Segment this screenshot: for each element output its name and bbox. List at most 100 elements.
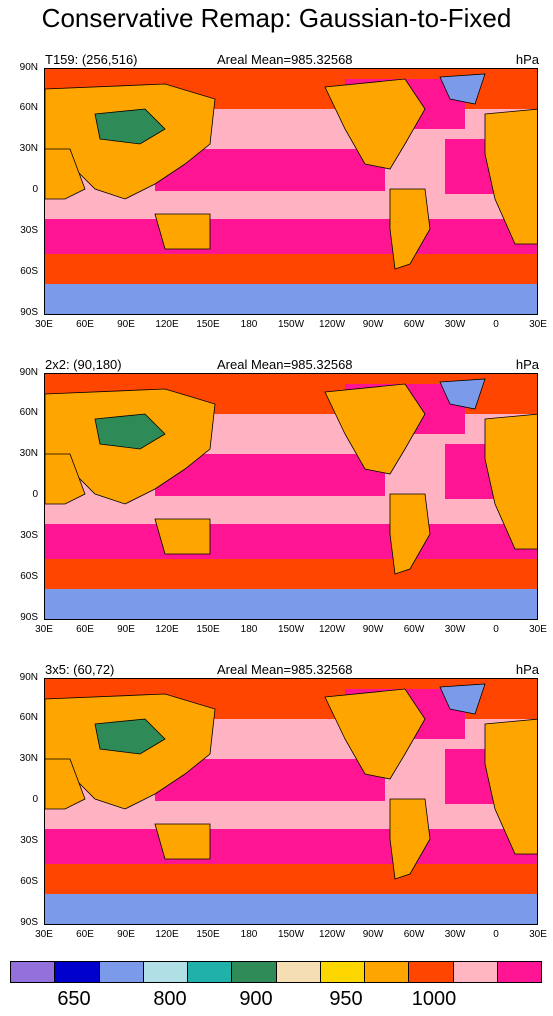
- southern-subtropical-band: [45, 829, 537, 864]
- colorbar-label: 950: [329, 988, 363, 1010]
- greenland: [439, 378, 486, 410]
- lat-tick-label: 90S: [20, 612, 38, 623]
- colorbar-swatch: [276, 962, 321, 982]
- lon-tick-label: 30W: [444, 929, 466, 940]
- lat-tick-label: 0: [32, 184, 38, 195]
- lat-tick-label: 30S: [20, 225, 38, 236]
- lon-tick-label: 30E: [529, 929, 547, 940]
- lon-tick-label: 120E: [155, 929, 179, 940]
- australia: [154, 518, 211, 555]
- lat-tick-label: 60N: [19, 712, 38, 723]
- south-america: [389, 798, 431, 880]
- africa: [484, 108, 537, 245]
- lon-tick-label: 30E: [35, 319, 53, 330]
- lon-tick-label: 60W: [403, 319, 425, 330]
- colorbar-swatch: [188, 962, 233, 982]
- antarctica: [45, 894, 537, 924]
- australia: [154, 213, 211, 250]
- colorbar-label: 800: [153, 988, 187, 1010]
- units-label: hPa: [515, 662, 539, 677]
- lon-tick-label: 30W: [444, 319, 466, 330]
- southern-ocean-low: [45, 864, 537, 894]
- colorbar-swatch: [99, 962, 144, 982]
- north-america: [324, 688, 426, 780]
- antarctica: [45, 589, 537, 619]
- tibetan-plateau: [94, 108, 166, 145]
- lon-tick-label: 30E: [529, 319, 547, 330]
- lon-tick-label: 0: [493, 929, 499, 940]
- lon-tick-label: 120W: [318, 319, 346, 330]
- middle-east: [45, 758, 86, 810]
- lat-tick-label: 90N: [19, 62, 38, 73]
- grid-label: T159: (256,516): [45, 52, 138, 67]
- north-america: [324, 383, 426, 475]
- colorbar-swatch: [409, 962, 454, 982]
- map-panel-2: 2x2: (90,180) Areal Mean=985.32568 hPa 90N 6…: [0, 357, 553, 639]
- africa: [484, 413, 537, 550]
- grid-label: 2x2: (90,180): [45, 357, 122, 372]
- colorbar-swatch: [365, 962, 410, 982]
- lat-tick-label: 0: [32, 794, 38, 805]
- lat-tick-label: 30S: [20, 835, 38, 846]
- lon-tick-label: 180: [240, 624, 258, 635]
- lon-tick-label: 120W: [318, 929, 346, 940]
- lon-tick-label: 150W: [277, 929, 305, 940]
- lat-tick-label: 60N: [19, 407, 38, 418]
- lon-tick-label: 180: [240, 319, 258, 330]
- tibetan-plateau: [94, 718, 166, 755]
- colorbar-label: 650: [57, 988, 91, 1010]
- lon-tick-label: 150E: [196, 624, 220, 635]
- lon-tick-label: 90W: [362, 319, 384, 330]
- lat-tick-label: 30S: [20, 530, 38, 541]
- colorbar-label: 900: [239, 988, 273, 1010]
- lon-tick-label: 150W: [277, 624, 305, 635]
- north-america: [324, 78, 426, 170]
- southern-ocean-low: [45, 254, 537, 284]
- lon-tick-label: 30E: [35, 929, 53, 940]
- lon-tick-label: 0: [493, 624, 499, 635]
- grid-label: 3x5: (60,72): [45, 662, 115, 677]
- antarctica: [45, 284, 537, 314]
- map-plot: [44, 678, 538, 925]
- lat-tick-label: 60S: [20, 876, 38, 887]
- map-field: [45, 679, 537, 924]
- lat-tick-label: 90N: [19, 367, 38, 378]
- lat-tick-label: 60S: [20, 571, 38, 582]
- map-panel-3: 3x5: (60,72) Areal Mean=985.32568 hPa 90N 60…: [0, 662, 553, 944]
- colorbar-label: 1000: [411, 988, 457, 1010]
- colorbar-swatch: [453, 962, 498, 982]
- lon-tick-label: 30E: [529, 624, 547, 635]
- lon-tick-label: 0: [493, 319, 499, 330]
- lon-tick-label: 120E: [155, 624, 179, 635]
- lon-tick-label: 120W: [318, 624, 346, 635]
- map-panel-1: T159: (256,516) Areal Mean=985.32568 hPa 90…: [0, 52, 553, 334]
- colorbar-swatch: [55, 962, 100, 982]
- areal-mean-label: Areal Mean=985.32568: [217, 52, 353, 67]
- lat-tick-label: 60N: [19, 102, 38, 113]
- australia: [154, 823, 211, 860]
- lon-tick-label: 90W: [362, 624, 384, 635]
- africa: [484, 718, 537, 855]
- colorbar-swatch: [143, 962, 188, 982]
- lon-tick-label: 60E: [76, 624, 94, 635]
- colorbar-swatch: [11, 962, 56, 982]
- greenland: [439, 73, 486, 105]
- colorbar-swatch: [232, 962, 277, 982]
- lon-tick-label: 60E: [76, 319, 94, 330]
- lon-tick-label: 150E: [196, 319, 220, 330]
- southern-subtropical-band: [45, 524, 537, 559]
- middle-east: [45, 453, 86, 505]
- areal-mean-label: Areal Mean=985.32568: [217, 357, 353, 372]
- lat-tick-label: 30N: [19, 448, 38, 459]
- southern-ocean-low: [45, 559, 537, 589]
- lon-tick-label: 60W: [403, 929, 425, 940]
- greenland: [439, 683, 486, 715]
- lon-tick-label: 90W: [362, 929, 384, 940]
- map-field: [45, 374, 537, 619]
- lon-tick-label: 120E: [155, 319, 179, 330]
- lat-tick-label: 0: [32, 489, 38, 500]
- lat-tick-label: 30N: [19, 753, 38, 764]
- colorbar: [10, 961, 542, 983]
- southern-subtropical-band: [45, 219, 537, 254]
- lat-tick-label: 90S: [20, 307, 38, 318]
